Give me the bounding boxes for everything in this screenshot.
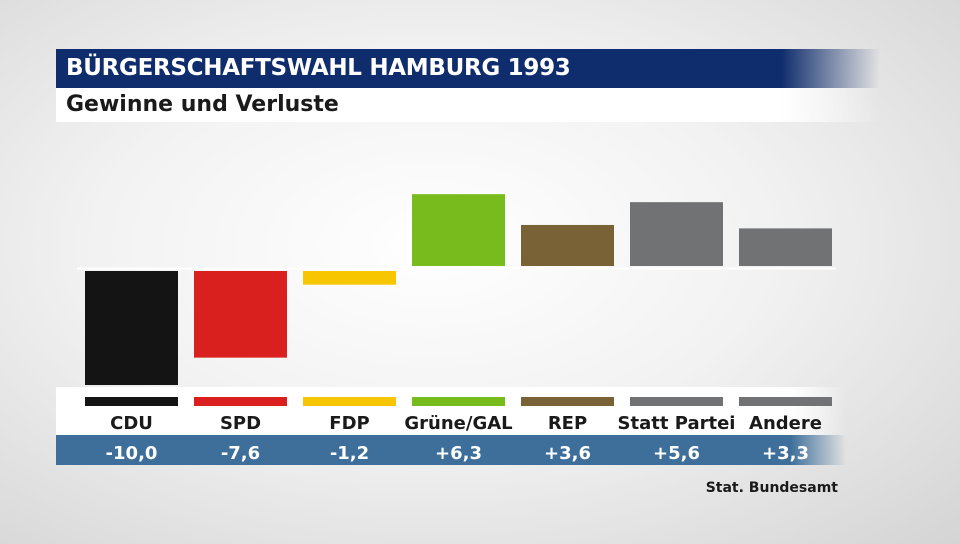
value-label-band (56, 435, 846, 465)
value-label: -10,0 (106, 443, 158, 464)
category-label: Andere (749, 413, 822, 434)
title-bar: BÜRGERSCHAFTSWAHL HAMBURG 1993 (56, 49, 880, 88)
category-label: REP (548, 413, 587, 434)
chart-subtitle: Gewinne und Verluste (66, 92, 339, 117)
category-label: SPD (220, 413, 261, 434)
bar-strip-0 (85, 397, 178, 406)
bar-5 (630, 202, 723, 266)
bar-strip-1 (194, 397, 287, 406)
value-label: +3,6 (544, 443, 591, 464)
category-label-band (56, 387, 846, 435)
value-label: +3,3 (762, 443, 809, 464)
value-label: +6,3 (435, 443, 482, 464)
bar-strip-3 (412, 397, 505, 406)
bar-6 (739, 228, 832, 266)
bar-strip-5 (630, 397, 723, 406)
bar-0 (85, 271, 178, 385)
bar-1 (194, 271, 287, 358)
bar-strip-6 (739, 397, 832, 406)
chart-title: BÜRGERSCHAFTSWAHL HAMBURG 1993 (66, 55, 571, 81)
category-label: CDU (110, 413, 153, 434)
category-label: FDP (329, 413, 369, 434)
category-label: Grüne/GAL (404, 413, 512, 434)
category-label: Statt Partei (618, 413, 736, 434)
bar-strip-2 (303, 397, 396, 406)
bar-strip-4 (521, 397, 614, 406)
subtitle-bar: Gewinne und Verluste (56, 88, 880, 122)
bar-3 (412, 194, 505, 266)
value-label: +5,6 (653, 443, 700, 464)
value-label: -1,2 (330, 443, 369, 464)
source-label: Stat. Bundesamt (705, 480, 838, 496)
bar-2 (303, 271, 396, 285)
bar-4 (521, 224, 614, 266)
value-label: -7,6 (221, 443, 260, 464)
